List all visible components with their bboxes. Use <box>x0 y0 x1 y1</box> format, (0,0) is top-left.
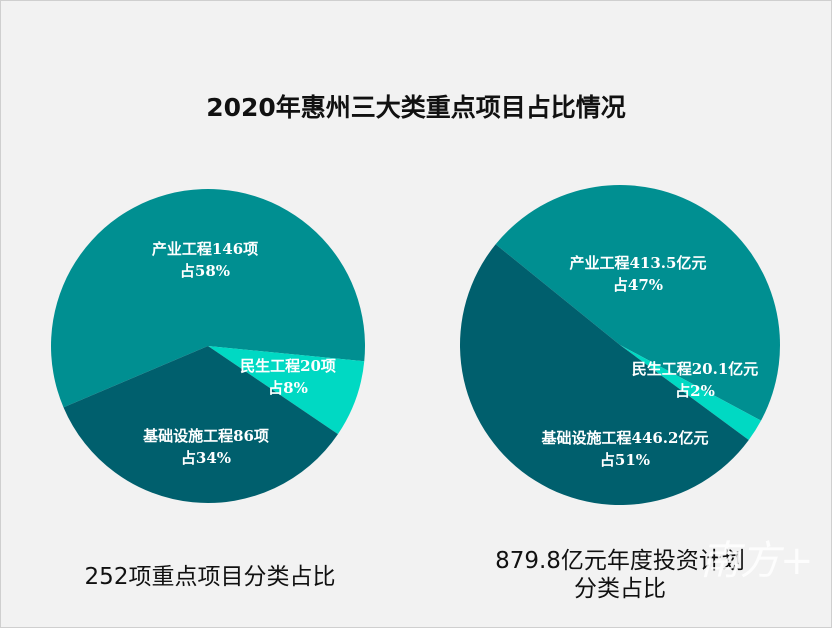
pie-slice-民生工程 <box>620 345 762 440</box>
label-left-infrastructure: 基础设施工程86项 <box>142 427 269 445</box>
label-right-industry: 产业工程413.5亿元 <box>570 254 707 272</box>
pct-right-industry: 占47% <box>613 276 663 294</box>
watermark-logo: 南方+ <box>700 538 814 584</box>
pct-right-infrastructure: 占51% <box>600 451 650 469</box>
pie-slice-基础设施工程 <box>459 244 749 506</box>
caption-right-line1: 879.8亿元年度投资计划 <box>495 548 745 574</box>
chart-title: 2020年惠州三大类重点项目占比情况 <box>206 93 626 122</box>
pie-slice-产业工程 <box>51 189 366 408</box>
pct-right-livelihood: 占2% <box>675 382 715 400</box>
pie-left <box>51 189 366 503</box>
label-left-industry: 产业工程146项 <box>152 240 258 258</box>
pct-left-livelihood: 占8% <box>268 379 308 397</box>
pct-left-industry: 占58% <box>180 262 230 280</box>
caption-left: 252项重点项目分类占比 <box>84 564 336 590</box>
pct-left-infrastructure: 占34% <box>181 449 231 467</box>
pie-slice-基础设施工程 <box>63 346 338 503</box>
label-right-livelihood: 民生工程20.1亿元 <box>632 360 759 378</box>
pie-slice-民生工程 <box>208 346 365 435</box>
pie-slice-产业工程 <box>495 184 780 421</box>
pie-right <box>459 184 780 506</box>
label-left-livelihood: 民生工程20项 <box>240 357 336 375</box>
caption-right-line2: 分类占比 <box>574 576 666 602</box>
caption-right: 879.8亿元年度投资计划 分类占比 <box>440 547 800 603</box>
label-right-infrastructure: 基础设施工程446.2亿元 <box>541 429 709 447</box>
